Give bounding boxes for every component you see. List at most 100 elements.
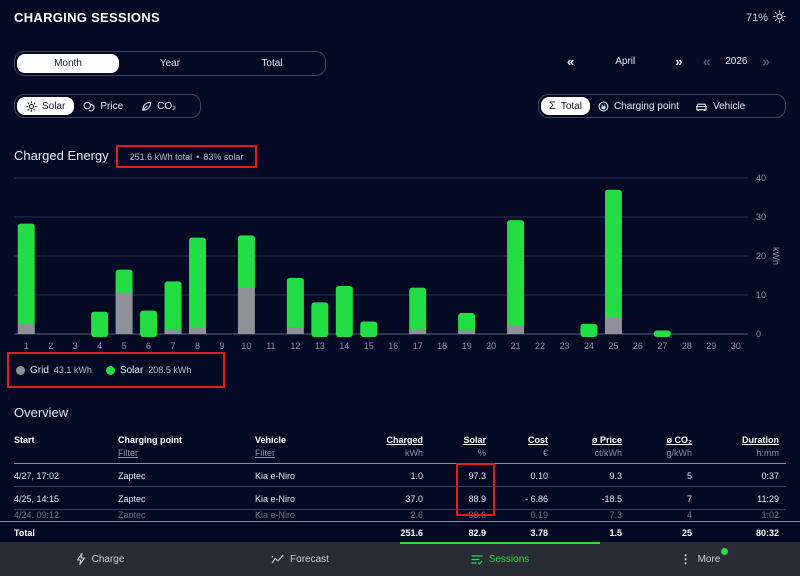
col-start: Start	[14, 435, 35, 445]
x-tick-label: 27	[657, 341, 667, 351]
cell-solar: 97.3	[468, 471, 486, 481]
sessions-table: Start Charging point Filter Vehicle Filt…	[14, 434, 786, 518]
vehicle-filter[interactable]: Filter	[255, 448, 275, 458]
next-month-button[interactable]: »	[675, 53, 683, 69]
solar-bar	[189, 237, 206, 331]
tab-vehicle-label: Vehicle	[712, 100, 746, 112]
summary-total: 251.6 kWh total	[129, 151, 193, 162]
tab-group-total[interactable]: Σ Total	[541, 97, 590, 115]
total-label: Total	[14, 528, 35, 538]
table-row[interactable]: 4/24, 09:12 Zaptec Kia e-Niro 2.6 98.6 0…	[14, 510, 786, 518]
solar-bar	[311, 302, 329, 337]
tab-price-label: Price	[100, 100, 124, 112]
cell-vehicle: Kia e-Niro	[255, 510, 296, 518]
battery-level: 71%	[745, 12, 768, 24]
groupby-selector: Σ Total Charging point Vehicle	[538, 94, 786, 118]
x-tick-label: 26	[633, 341, 643, 351]
y-tick-label: 40	[756, 173, 766, 183]
total-duration: 80:32	[755, 528, 779, 538]
solar-bar	[604, 189, 622, 322]
col-price-unit: ct/kWh	[594, 448, 622, 458]
tab-co2[interactable]: CO₂	[132, 97, 185, 115]
x-tick-label: 22	[535, 341, 545, 351]
previous-month-button[interactable]: «	[567, 53, 575, 69]
col-charged-unit: kWh	[405, 448, 423, 458]
cell-charged: 1.0	[410, 471, 423, 481]
grid-dot	[16, 365, 25, 375]
legend-grid[interactable]: Grid 43.1 kWh	[16, 365, 92, 376]
x-tick-label: 17	[413, 341, 423, 351]
tab-group-total-label: Total	[560, 100, 582, 112]
table-row[interactable]: 4/25, 14:15 Zaptec Kia e-Niro 37.0 88.9 …	[14, 487, 786, 510]
y-tick-label: 30	[756, 212, 766, 222]
total-cost: 3.78	[530, 528, 548, 538]
legend-solar[interactable]: Solar 208.5 kWh	[105, 365, 191, 376]
col-charging-point: Charging point	[118, 435, 182, 445]
cell-price: -18.5	[601, 494, 622, 504]
x-tick-label: 12	[290, 341, 300, 351]
tab-sessions[interactable]: Sessions	[400, 542, 600, 576]
table-row[interactable]: 4/27, 17:02 Zaptec Kia e-Niro 1.0 97.3 0…	[14, 464, 786, 487]
x-tick-label: 25	[608, 341, 618, 351]
grid-bar	[17, 324, 35, 334]
col-charged[interactable]: Charged	[386, 435, 423, 445]
previous-year-button[interactable]: «	[703, 53, 711, 69]
summary-solar: 83% solar	[203, 151, 244, 162]
x-tick-label: 16	[388, 341, 398, 351]
metric-selector: Solar Price CO₂	[14, 94, 201, 118]
x-tick-label: 1	[24, 341, 29, 351]
tab-forecast[interactable]: Forecast	[200, 542, 400, 576]
charging-point-filter[interactable]: Filter	[118, 448, 138, 458]
tab-more[interactable]: ⋮ More	[600, 542, 800, 576]
more-icon: ⋮	[679, 552, 692, 566]
grid-bar	[604, 318, 622, 334]
month-nav: « April »	[567, 52, 682, 70]
plug-icon	[598, 101, 609, 111]
x-tick-label: 10	[241, 341, 251, 351]
legend-grid-value: 43.1 kWh	[53, 365, 92, 375]
tab-month[interactable]: Month	[17, 54, 119, 73]
table-total-row: Total 251.6 82.9 3.78 1.5 25 80:32	[0, 521, 800, 541]
x-tick-label: 20	[486, 341, 496, 351]
x-tick-label: 5	[122, 341, 127, 351]
tab-charging-point[interactable]: Charging point	[590, 97, 687, 115]
grid-bar	[189, 327, 206, 334]
solar-bar	[164, 281, 182, 334]
col-solar[interactable]: Solar	[463, 435, 486, 445]
sun-icon[interactable]	[773, 10, 786, 26]
total-solar: 82.9	[468, 528, 486, 538]
tab-solar[interactable]: Solar	[17, 97, 75, 115]
tab-co2-label: CO₂	[157, 100, 177, 112]
col-duration[interactable]: Duration	[742, 435, 779, 445]
tab-charging-point-label: Charging point	[613, 100, 679, 112]
next-year-button[interactable]: »	[762, 53, 770, 69]
tab-year[interactable]: Year	[159, 58, 181, 69]
cell-co2: 5	[686, 471, 692, 481]
tab-forecast-label: Forecast	[290, 553, 329, 565]
solar-dot	[105, 365, 115, 375]
cell-duration: 1:02	[761, 510, 779, 518]
x-tick-label: 29	[706, 341, 716, 351]
solar-bar	[653, 330, 671, 337]
sessions-icon	[471, 554, 483, 565]
cell-start: 4/27, 17:02	[14, 471, 60, 481]
col-cost[interactable]: Cost	[528, 435, 548, 445]
y-tick-label: 0	[756, 329, 761, 339]
col-price[interactable]: ø Price	[591, 435, 622, 445]
solar-bar	[237, 235, 255, 291]
col-co2[interactable]: ø CO₂	[666, 435, 693, 445]
cell-charged: 2.6	[410, 510, 423, 518]
tab-vehicle[interactable]: Vehicle	[687, 97, 753, 115]
forecast-icon	[271, 554, 284, 563]
month-label: April	[615, 55, 636, 67]
solar-bar	[91, 311, 109, 337]
x-tick-label: 4	[97, 341, 102, 351]
x-tick-label: 2	[48, 341, 53, 351]
tab-price[interactable]: Price	[74, 97, 132, 115]
tab-charge[interactable]: Charge	[0, 542, 200, 576]
grid-bar	[286, 326, 304, 334]
header: CHARGING SESSIONS 71%	[14, 10, 786, 26]
y-tick-label: 10	[756, 290, 766, 300]
tab-total[interactable]: Total	[261, 58, 283, 69]
